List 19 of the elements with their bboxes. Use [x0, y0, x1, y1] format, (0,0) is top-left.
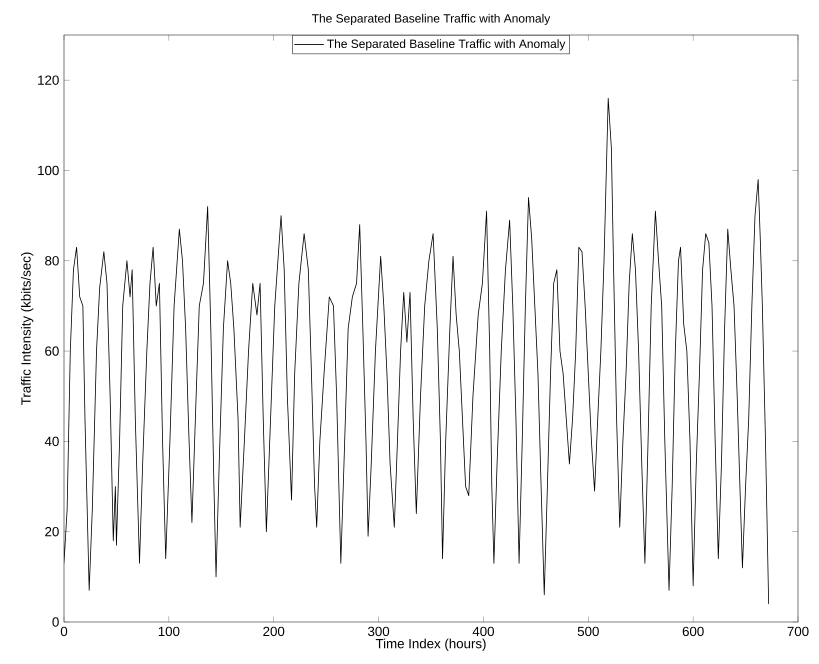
y-tick-label: 40 — [44, 436, 59, 446]
x-tick-label: 100 — [158, 626, 180, 636]
y-tick-label: 100 — [38, 166, 59, 176]
x-tick-label: 700 — [788, 626, 809, 636]
legend-label: The Separated Baseline Traffic with Anomaly — [327, 39, 566, 50]
chart-title: The Separated Baseline Traffic with Anomaly — [312, 14, 550, 25]
y-tick-label: 80 — [45, 256, 59, 266]
x-tick-label: 200 — [263, 626, 284, 636]
y-tick-label: 0 — [52, 617, 59, 627]
y-tick-label: 120 — [38, 75, 59, 85]
x-tick-label: 500 — [578, 626, 599, 636]
x-axis-title: Time Index (hours) — [376, 638, 486, 651]
x-tick-label: 600 — [682, 626, 704, 636]
x-tick-label: 0 — [60, 626, 68, 636]
x-tick-label: 300 — [368, 626, 390, 636]
y-tick-label: 20 — [45, 526, 59, 536]
x-tick-label: 400 — [472, 626, 494, 636]
y-axis-title: Traffic Intensity (kbits/sec) — [20, 252, 34, 405]
y-tick-label: 60 — [45, 346, 59, 356]
